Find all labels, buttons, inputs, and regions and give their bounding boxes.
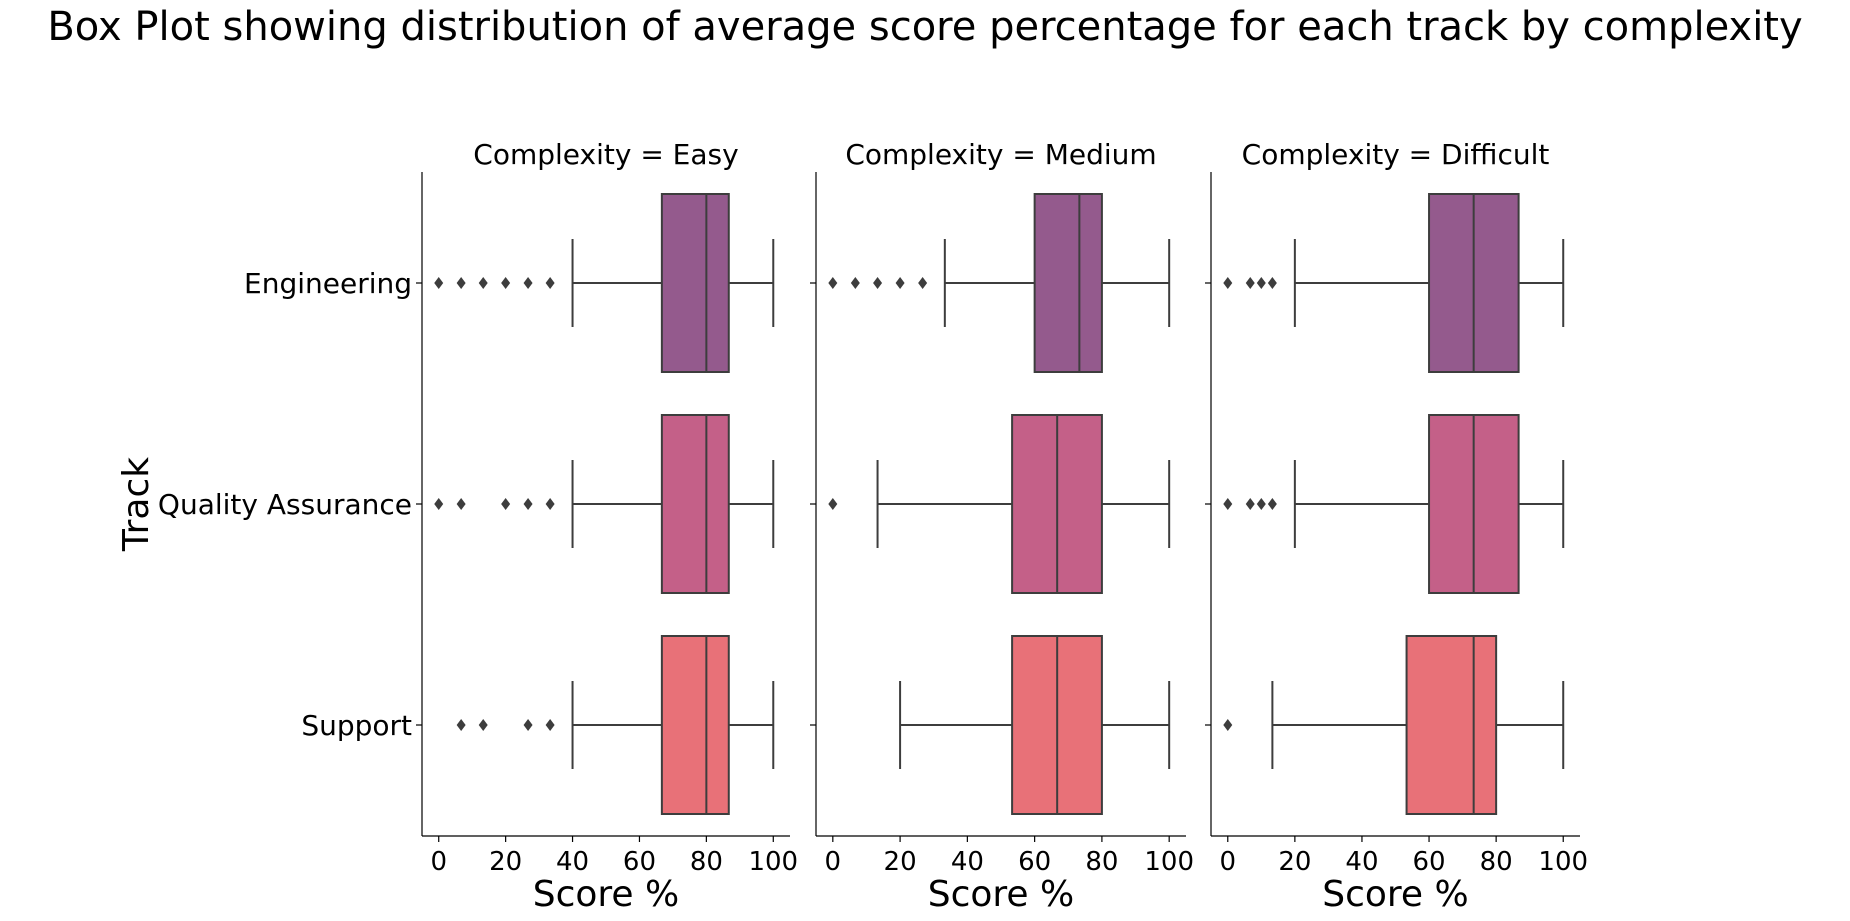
outlier-point (1256, 277, 1266, 289)
box-support-easy (456, 635, 775, 815)
x-tick-label: 100 (1538, 847, 1588, 877)
outlier-point (501, 277, 511, 289)
outlier-point (1256, 498, 1266, 510)
outlier-point (523, 277, 533, 289)
x-tick-label: 20 (884, 847, 917, 877)
x-tick-label: 0 (1219, 847, 1236, 877)
outlier-point (456, 498, 466, 510)
outlier-point (1223, 498, 1233, 510)
outlier-point (918, 277, 928, 289)
box-support-difficult (1223, 635, 1565, 815)
box-rect (660, 414, 730, 594)
x-tick-label: 20 (489, 847, 522, 877)
x-tick-label: 60 (1018, 847, 1051, 877)
outlier-point (1223, 719, 1233, 731)
outlier-point (456, 719, 466, 731)
x-tick-label: 80 (1085, 847, 1118, 877)
x-tick-label: 80 (1480, 847, 1513, 877)
box-rect (1405, 635, 1498, 815)
outlier-point (523, 719, 533, 731)
x-tick-label: 60 (623, 847, 656, 877)
box-engineering-easy (434, 193, 775, 373)
y-tick-label-engineering: Engineering (244, 267, 412, 300)
box-engineering-medium (828, 193, 1171, 373)
box-quality-assurance-easy (434, 414, 775, 594)
box-rect (1033, 193, 1103, 373)
panel-title-medium: Complexity = Medium (845, 138, 1156, 171)
panel-title-difficult: Complexity = Difficult (1242, 138, 1550, 171)
x-tick-label: 80 (690, 847, 723, 877)
outlier-point (545, 277, 555, 289)
y-tick-label-support: Support (301, 709, 412, 742)
outlier-point (1245, 498, 1255, 510)
x-tick-label: 40 (951, 847, 984, 877)
panel-easy: Complexity = Easy 0 20 40 60 80 100 Score % Engi… (158, 138, 798, 915)
outlier-point (1245, 277, 1255, 289)
outlier-point (1223, 277, 1233, 289)
x-axis-label-medium: Score % (928, 874, 1074, 915)
outlier-point (434, 498, 444, 510)
outlier-point (434, 277, 444, 289)
outlier-point (456, 277, 466, 289)
outlier-point (501, 498, 511, 510)
box-rect (660, 193, 730, 373)
box-engineering-difficult (1223, 193, 1565, 373)
outlier-point (828, 498, 838, 510)
outlier-point (545, 498, 555, 510)
x-tick-label: 100 (748, 847, 798, 877)
x-tick-label: 0 (430, 847, 447, 877)
y-axis-label: Track (116, 457, 157, 552)
box-quality-assurance-medium (828, 414, 1171, 594)
outlier-point (478, 719, 488, 731)
x-tick-label: 60 (1412, 847, 1445, 877)
outlier-point (873, 277, 883, 289)
x-tick-label: 20 (1278, 847, 1311, 877)
outlier-point (850, 277, 860, 289)
outlier-point (828, 277, 838, 289)
outlier-point (523, 498, 533, 510)
chart-title: Box Plot showing distribution of average… (47, 4, 1802, 50)
x-tick-label: 40 (556, 847, 589, 877)
outlier-point (478, 277, 488, 289)
box-quality-assurance-difficult (1223, 414, 1565, 594)
panels: Complexity = Easy 0 20 40 60 80 100 Score % Engi… (158, 138, 1588, 915)
panel-title-easy: Complexity = Easy (473, 138, 738, 171)
outlier-point (895, 277, 905, 289)
x-tick-label: 100 (1144, 847, 1194, 877)
y-tick-label-quality-assurance: Quality Assurance (158, 488, 412, 521)
box-rect (660, 635, 730, 815)
panel-medium: Complexity = Medium 0 20 40 60 80 100 Score % (810, 138, 1194, 915)
x-axis-label-easy: Score % (533, 874, 679, 915)
x-tick-label: 40 (1345, 847, 1378, 877)
outlier-point (545, 719, 555, 731)
panel-difficult: Complexity = Difficult 0 20 40 60 80 100 Score … (1205, 138, 1588, 915)
box-support-medium (899, 635, 1171, 815)
x-tick-label: 0 (825, 847, 842, 877)
outlier-point (1267, 277, 1277, 289)
outlier-point (1267, 498, 1277, 510)
x-axis-label-difficult: Score % (1322, 874, 1468, 915)
